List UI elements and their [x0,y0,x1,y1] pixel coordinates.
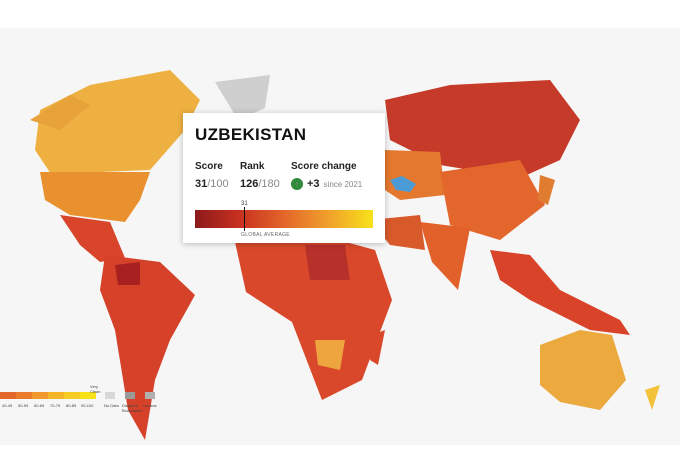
legend-label: 60-69 [34,403,45,408]
legend-label: No Data [104,403,119,408]
score-number: 31 [195,178,208,190]
gauge-caption: GLOBAL AVERAGE [241,232,290,238]
change-label: Score change [291,161,357,172]
score-label: Score [195,161,223,172]
gauge-marker-label: 31 [241,201,248,207]
legend-swatch [105,392,115,399]
country-card: UZBEKISTAN Score 31/100 Rank 126/180 Sco… [183,113,385,243]
rank-label: Rank [240,161,265,172]
up-icon: ↑ [291,178,303,191]
legend-swatch [125,392,135,399]
score-value: 31/100 [195,178,229,190]
rank-number: 126 [240,178,259,190]
venezuela [115,262,140,285]
legend-label: Unclear [143,403,157,408]
legend-label: 70-79 [50,403,61,408]
legend-label: 80-89 [66,403,77,408]
madagascar [370,330,385,365]
alaska [30,95,90,130]
india [420,222,470,290]
change-number: +3 [307,178,320,190]
change-since: since 2021 [323,180,363,189]
legend-swatch [0,392,16,399]
score-max: /100 [207,178,229,190]
central-america [60,215,125,262]
southern-africa [315,340,345,370]
australia [540,330,626,410]
legend-label: Disputed Boundaries [122,403,143,413]
south-america [100,255,195,440]
legend-swatch [145,392,155,399]
legend-swatch [80,392,96,399]
usa [40,172,150,222]
legend-swatch [32,392,48,399]
africa [235,235,392,400]
legend-swatch [16,392,32,399]
change-value: ↑ +3 since 2021 [291,178,363,191]
new-zealand [645,385,660,410]
legend-swatch [64,392,80,399]
japan [538,175,555,205]
score-gauge [195,210,373,228]
uzbekistan [390,176,416,192]
legend-label: 40-49 [2,403,13,408]
greenland [215,75,270,120]
legend-label: 50-59 [18,403,29,408]
legend-swatch [48,392,64,399]
central-asia [385,150,445,200]
china [440,160,545,240]
legend-label: Very Clean [90,384,101,394]
legend-label: 90-100 [81,403,94,408]
gauge-marker [244,207,245,231]
country-name: UZBEKISTAN [195,125,307,144]
canada [35,70,200,180]
rank-max: /180 [258,178,280,190]
sahel [305,245,350,280]
southeast-asia [490,250,630,335]
rank-value: 126/180 [240,178,280,190]
